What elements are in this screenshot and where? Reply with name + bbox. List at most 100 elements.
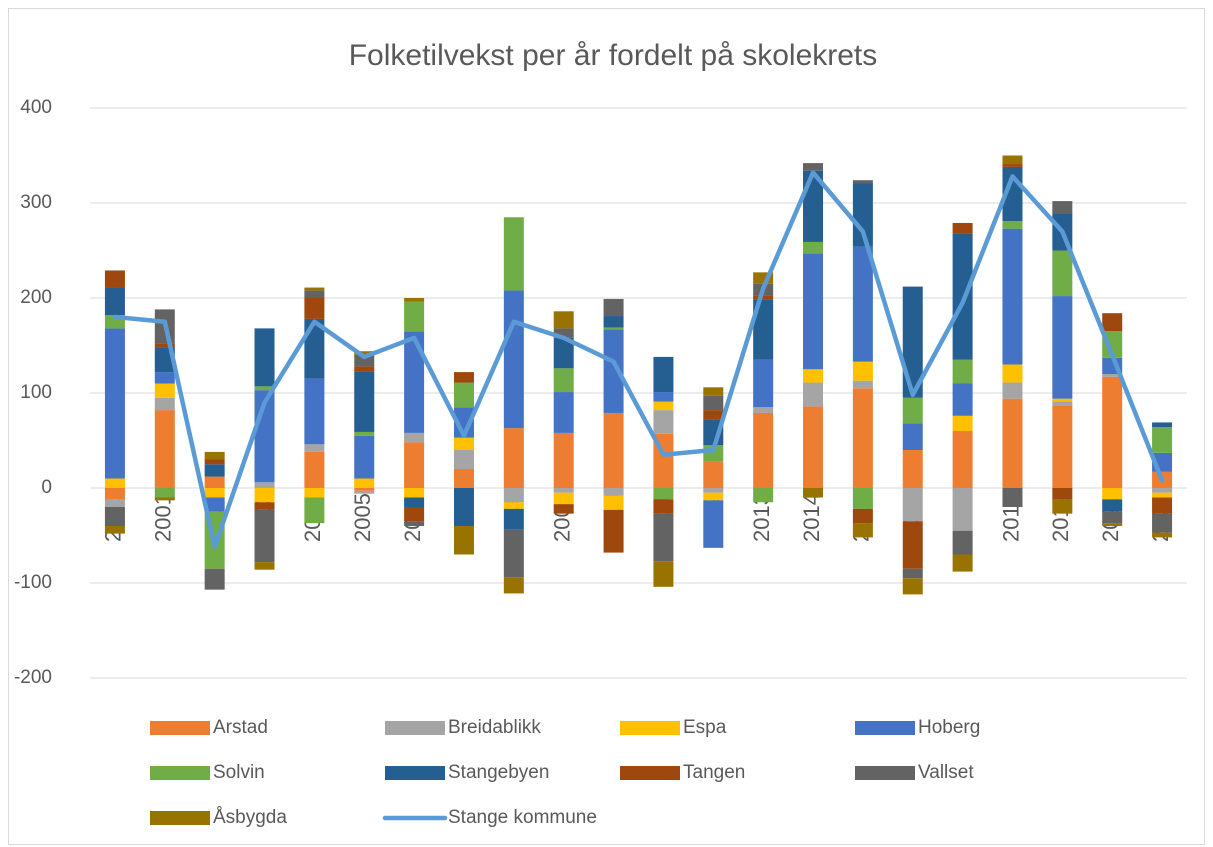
bar-segment (852, 380, 873, 389)
y-tick-label: 100 (20, 382, 52, 403)
bar-segment (1002, 155, 1023, 165)
bar-segment (902, 578, 923, 595)
bar-segment (952, 383, 973, 416)
legend-swatch (855, 721, 915, 735)
legend-label: Solvin (213, 762, 265, 783)
bar-segment (453, 526, 474, 555)
bar-segment (354, 371, 375, 432)
bar-segment (304, 497, 325, 524)
bar-segment (204, 451, 225, 460)
bar-segment (1002, 398, 1023, 488)
bar-segment (653, 392, 674, 402)
bar-segment (304, 290, 325, 298)
bar-segment (1002, 221, 1023, 229)
bar-segment (1152, 513, 1173, 533)
bar-segment (1152, 532, 1173, 538)
bar-segment (902, 521, 923, 569)
chart-title: Folketilvekst per år fordelt på skolekre… (349, 39, 878, 72)
bar-segment (453, 372, 474, 383)
bar-segment (503, 217, 524, 291)
bar-segment (1052, 296, 1073, 399)
bar-segment (952, 530, 973, 555)
bar-segment (902, 488, 923, 522)
y-tick-label: -100 (14, 572, 52, 593)
bar-segment (354, 478, 375, 488)
bar-segment (553, 488, 574, 493)
bar-segment (653, 410, 674, 434)
bar-segment (304, 488, 325, 498)
bar-segment (304, 378, 325, 445)
bar-segment (104, 287, 125, 316)
bar-segment (1152, 492, 1173, 498)
bar-segment (104, 499, 125, 507)
bar-segment (404, 301, 425, 332)
bar-segment (553, 504, 574, 514)
bar-segment (852, 508, 873, 524)
legend-label: Espa (683, 717, 727, 738)
y-tick-label: 0 (41, 477, 52, 498)
bar-segment (154, 397, 175, 411)
bar-segment (1102, 374, 1123, 377)
bar-segment (603, 329, 624, 413)
legend-label: Åsbygda (213, 807, 287, 828)
bar-segment (603, 412, 624, 488)
bar-segment (852, 180, 873, 184)
bar-segment (952, 554, 973, 572)
bar-segment (1102, 499, 1123, 512)
bar-segment (553, 337, 574, 369)
bar-segment (304, 451, 325, 488)
bar-segment (803, 406, 824, 488)
y-tick-label: 300 (20, 192, 52, 213)
legend-label: Tangen (683, 762, 745, 783)
bar-segment (803, 241, 824, 254)
bar-segment (104, 270, 125, 288)
legend-label: Stangebyen (448, 762, 549, 783)
x-tick-label: 2001 (151, 493, 176, 542)
bar-segment (603, 327, 624, 330)
bar-segment (952, 222, 973, 234)
bar-segment (1052, 488, 1073, 500)
bar-segment (1152, 422, 1173, 428)
bar-segment (553, 392, 574, 433)
bar-segment (404, 507, 425, 522)
line-series (112, 170, 1165, 550)
legend-swatch (150, 721, 210, 735)
bar-segment (1152, 427, 1173, 453)
bar-segment (603, 509, 624, 553)
bar-segment (154, 343, 175, 348)
bar-segment (952, 488, 973, 531)
bar-segment (1102, 511, 1123, 524)
bar-segment (453, 437, 474, 450)
bar-segment (902, 423, 923, 450)
bar-segment (1102, 488, 1123, 500)
legend-swatch (150, 811, 210, 825)
bar-segment (404, 497, 425, 507)
bar-segment (952, 415, 973, 431)
bar-segment (354, 435, 375, 479)
bar-segment (503, 529, 524, 578)
bar-segment (852, 488, 873, 509)
bar-segment (952, 359, 973, 384)
bar-segment (603, 316, 624, 328)
bar-segment (404, 298, 425, 302)
bar-segment (902, 286, 923, 398)
bar-segment (902, 450, 923, 488)
bar-segment (104, 328, 125, 479)
bar-segment (803, 369, 824, 383)
bar-segment (703, 488, 724, 493)
bar-segment (653, 513, 674, 562)
legend-swatch (620, 766, 680, 780)
bar-segment (753, 412, 774, 488)
bar-segment (1002, 382, 1023, 399)
bar-segment (204, 476, 225, 488)
bar-segment (503, 488, 524, 503)
bar-segment (1052, 250, 1073, 297)
bar-segment (803, 382, 824, 407)
bar-segment (404, 331, 425, 433)
bar-segment (603, 488, 624, 496)
bar-segment (703, 461, 724, 488)
bar-segment (553, 328, 574, 338)
bar-segment (1152, 497, 1173, 514)
bar-segment (703, 387, 724, 396)
